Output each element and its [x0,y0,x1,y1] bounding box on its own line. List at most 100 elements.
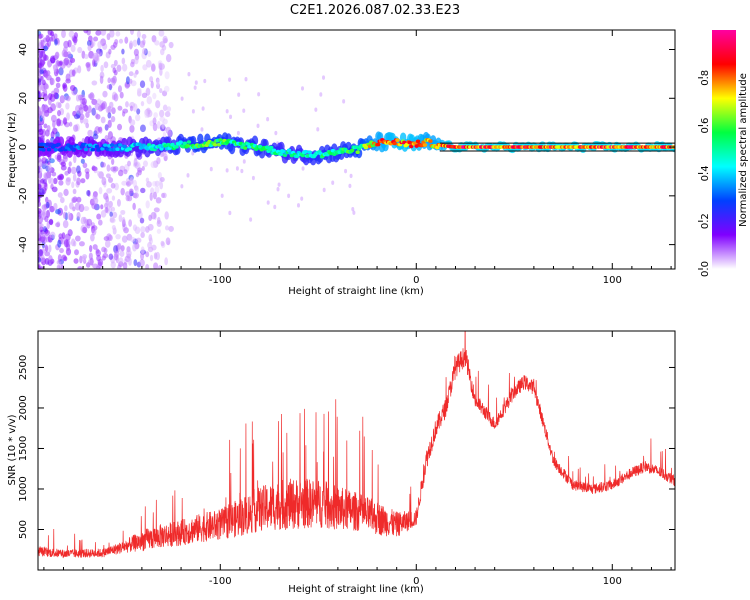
spectrogram-speckle [38,230,41,239]
spectrogram-speckle [110,182,116,189]
spectrogram-speckle [55,76,61,83]
spectrogram-speckle [162,104,168,112]
spectrogram-x-tick-label: -100 [209,275,232,286]
spectrogram-speckle [142,64,148,71]
spectrogram-speckle [114,250,120,258]
spectrogram-speckle [128,219,133,227]
spectrogram-speckle [225,109,229,114]
spectrogram-speckle [101,162,106,168]
spectrogram-speckle [108,253,114,260]
spectrogram-speckle [300,196,304,201]
spectrogram-speckle [57,109,61,117]
spectrogram-speckle [60,161,66,167]
spectrogram-speckle [55,101,61,108]
spectrogram-speckle [65,176,71,182]
spectrogram-speckle [87,105,92,114]
spectrogram-speckle [121,111,126,117]
spectrogram-speckle [115,233,121,240]
spectrogram-speckle [114,38,119,45]
spectrogram-speckle [141,34,147,40]
spectrogram-speckle [41,79,46,86]
spectrogram-speckle [168,225,174,232]
spectrogram-speckle [133,259,138,267]
spectrogram-speckle [139,80,146,89]
spectrogram-speckle [91,80,98,86]
spectrogram-x-tick-label: 100 [603,275,622,286]
spectrogram-speckle [64,170,69,176]
spectrogram-speckle [78,241,85,247]
spectrogram-speckle [67,166,72,174]
spectrogram-track-core [428,139,433,143]
spectrogram-speckle [87,44,92,52]
spectrogram-speckle [62,211,67,219]
spectrogram-speckle [130,30,134,35]
spectrogram-speckle [331,180,335,185]
spectrogram-speckle [228,77,232,82]
spectrogram-speckle [111,107,116,115]
spectrogram-speckle [156,228,162,234]
spectrogram-track-core [41,147,46,152]
spectrogram-speckle [257,92,261,97]
spectrogram-speckle [163,37,168,44]
spectrogram-speckle [140,187,146,194]
spectrogram-speckle [124,82,131,88]
spectrogram-speckle [38,34,43,40]
spectrogram-track-core [422,143,428,147]
spectrogram-speckle [154,40,160,46]
spectrogram-speckle [38,225,43,231]
spectrogram-speckle [59,60,63,66]
spectrogram-track [38,131,675,166]
spectrogram-speckle [152,191,157,200]
spectrogram-speckle [149,254,154,262]
spectrogram-speckle [94,126,101,135]
spectrogram-speckle [152,122,158,132]
spectrogram-track-core [115,147,120,152]
spectrogram-track-core [83,147,89,152]
spectrogram-speckle [129,78,133,84]
spectrogram-speckle [89,244,93,253]
spectrogram-speckle [50,114,57,123]
spectrogram-track-core [90,147,96,152]
snr-y-tick-label: 2000 [18,395,29,420]
spectrogram-speckle [105,106,111,114]
spectrogram-speckle [156,78,160,86]
spectrogram-speckle [53,177,58,185]
spectrogram-track-core [109,143,115,147]
spectrogram-speckle [38,196,41,203]
spectrogram-speckle [116,198,121,207]
spectrogram-speckle [38,62,42,69]
spectrogram-speckle [92,244,98,250]
spectrogram-speckle [53,64,58,73]
spectrogram-speckle [237,92,241,97]
spectrogram-speckle [155,100,161,109]
spectrogram-speckle [53,33,58,40]
spectrogram-speckle [83,104,89,112]
spectrogram-speckle [166,106,172,112]
spectrogram-speckle [209,166,213,172]
spectrogram-speckle [119,91,124,99]
spectrogram-frame [37,29,676,270]
spectrogram-speckle [41,234,46,242]
spectrogram-speckle [55,209,61,215]
spectrogram-speckle [186,173,190,178]
spectrogram-speckle [58,67,64,76]
spectrogram-speckle [66,51,72,59]
spectrogram-track-core [376,142,381,147]
spectrogram-speckle [256,123,260,129]
spectrogram-speckle [145,59,152,68]
spectrogram-speckle [137,207,142,214]
spectrogram-speckle [61,49,68,58]
spectrogram-speckle [69,57,76,64]
snr-y-tick-label: 2500 [18,355,29,380]
spectrogram-speckle [165,237,171,246]
spectrogram-speckle [49,77,55,86]
spectrogram-speckle [62,117,68,125]
spectrogram-speckle [107,119,112,128]
spectrogram-speckle [70,44,76,53]
spectrogram-speckle [319,92,323,97]
spectrogram-speckle [110,206,116,212]
spectrogram-speckle [117,169,124,177]
snr-ticks: -100 0 100 500 1000 1500 2000 2500 [18,331,675,587]
spectrogram-y-tick-label: 40 [18,43,29,56]
